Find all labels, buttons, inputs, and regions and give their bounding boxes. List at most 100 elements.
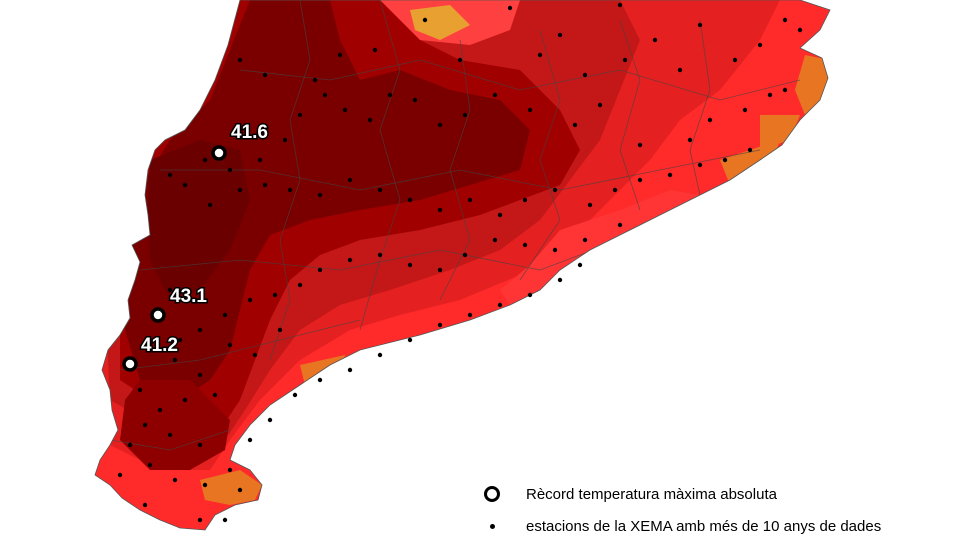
station-dot-icon [582, 237, 588, 243]
region-south-dark [120, 380, 230, 470]
station-dot-icon [177, 337, 183, 343]
station-dot-icon [742, 107, 748, 113]
station-dot-icon [147, 342, 153, 348]
region-coast-bright-band [500, 190, 700, 305]
legend-row-stations: estacions de la XEMA amb més de 10 anys … [480, 515, 881, 537]
station-dot-icon [317, 377, 323, 383]
station-dot-icon [247, 297, 253, 303]
station-dot-icon [527, 292, 533, 298]
station-dot-icon [422, 17, 428, 23]
station-dot-icon [222, 517, 228, 523]
record-marker-2: 43.1 [150, 285, 209, 323]
station-dot-icon [317, 267, 323, 273]
station-dot-icon [167, 287, 173, 293]
station-dot-icon [247, 437, 253, 443]
record-ring-icon [150, 307, 166, 323]
station-dot-icon [767, 92, 773, 98]
station-dot-icon [322, 92, 328, 98]
station-dot-icon [687, 137, 693, 143]
station-dot-icon [172, 357, 178, 363]
station-dot-icon [677, 67, 683, 73]
station-dot-icon [637, 177, 643, 183]
station-dot-icon [492, 92, 498, 98]
station-dot-icon [347, 257, 353, 263]
station-dot-icon [297, 282, 303, 288]
station-dot-icon [182, 397, 188, 403]
station-dot-icon [127, 442, 133, 448]
station-dot-icon [197, 517, 203, 523]
station-dot-icon [387, 92, 393, 98]
station-dot-icon [597, 102, 603, 108]
station-dot-icon [537, 52, 543, 58]
station-dot-icon [522, 242, 528, 248]
station-dot-icon [667, 172, 673, 178]
station-dot-icon [172, 477, 178, 483]
station-dot-icon [267, 417, 273, 423]
station-dot-icon [312, 77, 318, 83]
station-dot-icon [407, 197, 413, 203]
region-coast-orange-2 [760, 115, 800, 150]
station-dot-icon [572, 122, 578, 128]
station-dot-icon [557, 277, 563, 283]
station-dot-icon [587, 202, 593, 208]
station-dot-icon [252, 352, 258, 358]
station-dot-icon [227, 167, 233, 173]
station-dot-icon [782, 87, 788, 93]
station-dot-icon [462, 252, 468, 258]
station-dot-icon [437, 322, 443, 328]
record-ring-icon [122, 356, 138, 372]
land-outline [94, 0, 831, 531]
station-dot-icon [197, 327, 203, 333]
station-dot-icon [167, 172, 173, 178]
station-dot-icon [287, 187, 293, 193]
station-dot-icon [697, 162, 703, 168]
station-dot-icon [552, 187, 558, 193]
station-markers [117, 2, 803, 523]
station-dot-icon [192, 297, 198, 303]
station-dot-icon [617, 222, 623, 228]
station-dot-icon [342, 107, 348, 113]
station-dot-icon [297, 112, 303, 118]
station-dot-icon [617, 2, 623, 8]
station-dot-icon [277, 327, 283, 333]
station-dot-icon [237, 57, 243, 63]
station-dot-icon [137, 387, 143, 393]
region-coast-orange-3 [720, 140, 780, 185]
station-dot-icon [457, 57, 463, 63]
station-dot-icon [757, 42, 763, 48]
station-dot-icon [207, 202, 213, 208]
station-dot-icon [697, 22, 703, 28]
station-dot-icon [142, 502, 148, 508]
legend-record-label: Rècord temperatura màxima absoluta [526, 485, 777, 503]
station-dot-icon [157, 407, 163, 413]
station-dot-icon [797, 27, 803, 33]
station-dot-icon [522, 197, 528, 203]
station-dot-icon [467, 197, 473, 203]
region-darkest-core [148, 140, 250, 300]
station-dot-icon [377, 187, 383, 193]
station-dot-icon [237, 187, 243, 193]
station-dot-icon [347, 177, 353, 183]
region-delta-orange [200, 470, 262, 505]
station-dot-icon [117, 472, 123, 478]
map-legend: Rècord temperatura màxima absoluta estac… [480, 480, 950, 540]
station-dot-icon [292, 392, 298, 398]
station-dot-icon [412, 97, 418, 103]
station-dot-icon [202, 482, 208, 488]
record-ring-icon [480, 483, 506, 505]
station-dot-icon [557, 32, 563, 38]
station-dot-icon [222, 312, 228, 318]
station-dot-icon [437, 267, 443, 273]
station-dot-icon [492, 237, 498, 243]
station-dot-icon [272, 292, 278, 298]
legend-stations-label: estacions de la XEMA amb més de 10 anys … [526, 517, 882, 535]
station-dot-icon [142, 422, 148, 428]
comarca-borders [109, 0, 801, 451]
station-dot-icon [197, 442, 203, 448]
station-dot-icon [732, 57, 738, 63]
station-dot-icon [367, 117, 373, 123]
station-dot-icon [637, 142, 643, 148]
station-dot-icon [237, 487, 243, 493]
station-dot-icon [197, 372, 203, 378]
record-value-label: 43.1 [170, 286, 207, 307]
